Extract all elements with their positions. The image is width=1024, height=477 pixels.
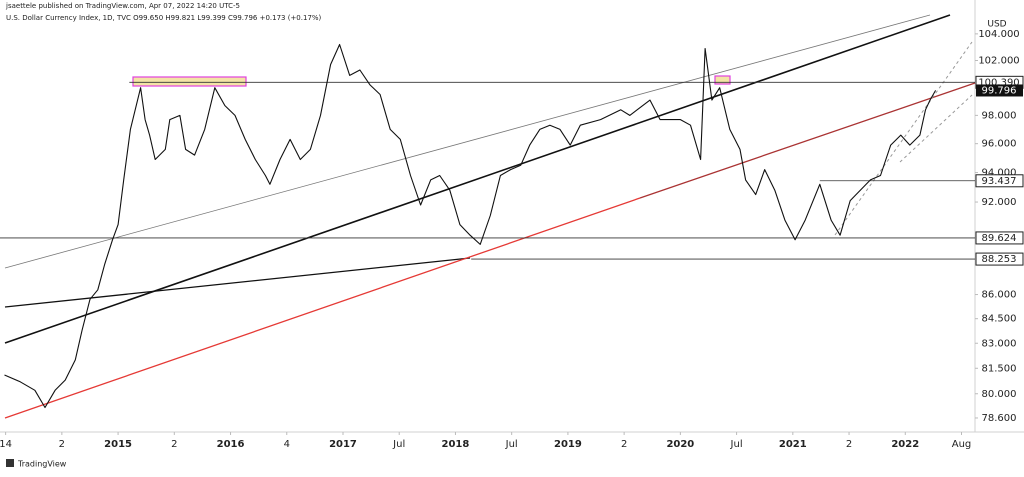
last-price-label: 99.796	[982, 85, 1017, 96]
logo-icon	[6, 459, 14, 467]
logo: TradingView	[6, 459, 67, 469]
y-tick-label: 80.000	[982, 389, 1017, 400]
x-tick-label: Aug	[952, 439, 972, 450]
highlight-box	[132, 76, 247, 87]
x-tick-label: 2021	[779, 439, 807, 450]
dashed-channel	[899, 94, 973, 163]
price-label-box	[975, 174, 1024, 188]
price-label: 88.253	[982, 254, 1017, 265]
y-tick-label: 104.000	[978, 29, 1019, 40]
trend-line	[4, 14, 951, 344]
y-tick-label: 83.000	[982, 338, 1017, 349]
channel-line	[4, 14, 931, 269]
x-tick-label: 2018	[442, 439, 470, 450]
y-tick-label: 86.000	[982, 290, 1017, 301]
y-tick-label: 81.500	[982, 363, 1017, 374]
price-line	[4, 43, 937, 409]
x-tick-label: 2019	[554, 439, 582, 450]
x-tick-label: Jul	[505, 439, 518, 450]
price-label: 100.390	[978, 77, 1019, 88]
currency-label: USD	[987, 20, 1006, 30]
y-tick-label: 102.000	[978, 56, 1019, 67]
y-tick-label: 84.500	[982, 314, 1017, 325]
x-tick-label: 2	[621, 439, 627, 450]
x-tick-label: 2015	[104, 439, 132, 450]
x-tick-label: 2016	[217, 439, 245, 450]
publisher: jsaettele published on TradingView.com, …	[5, 2, 240, 10]
y-tick-label: 92.000	[982, 197, 1017, 208]
x-tick-label: 2	[171, 439, 177, 450]
x-tick-label: 2022	[891, 439, 919, 450]
trend-line-red	[639, 82, 976, 199]
trend-line-red	[4, 197, 641, 419]
chart-title: U.S. Dollar Currency Index, 1D, TVC O99.…	[6, 14, 322, 22]
price-label-box	[975, 252, 1024, 266]
price-label: 89.624	[982, 233, 1017, 244]
y-tick-label: 78.600	[982, 413, 1017, 424]
last-price-box	[976, 84, 1023, 97]
price-label-box	[975, 231, 1024, 245]
x-tick-label: 2	[59, 439, 65, 450]
y-tick-label: 94.000	[982, 168, 1017, 179]
price-label: 93.437	[982, 176, 1017, 187]
x-tick-label: Jul	[392, 439, 405, 450]
x-tick-label: 2	[846, 439, 852, 450]
brand: TradingView	[17, 460, 67, 469]
x-tick-label: 14	[0, 439, 12, 450]
y-tick-label: 98.000	[982, 110, 1017, 121]
x-tick-label: Jul	[730, 439, 743, 450]
y-tick-label: 96.000	[982, 139, 1017, 150]
trend-line	[4, 257, 471, 308]
highlight-box	[714, 75, 731, 85]
x-tick-label: 2020	[666, 439, 694, 450]
x-tick-label: 4	[284, 439, 290, 450]
x-tick-label: 2017	[329, 439, 357, 450]
